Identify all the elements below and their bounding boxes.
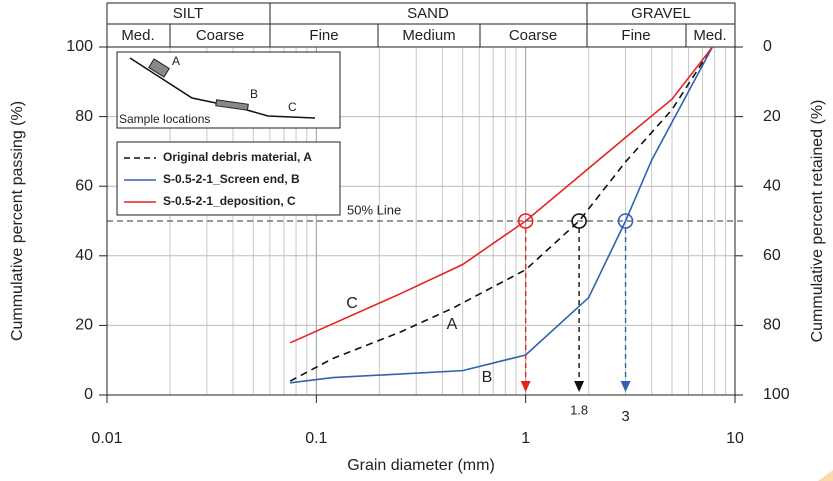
- y-tick-label: 40: [75, 247, 93, 264]
- y2-tick-label: 80: [763, 317, 781, 334]
- header-group: SILT: [173, 5, 204, 22]
- inset-caption: Sample locations: [119, 112, 210, 126]
- watermark: [818, 470, 833, 481]
- header-subgroup: Fine: [309, 27, 338, 44]
- y-tick-label: 20: [75, 317, 93, 334]
- reference-label: 50% Line: [347, 202, 401, 217]
- header-subgroup: Med.: [121, 27, 154, 44]
- arrow-head: [574, 381, 585, 392]
- y2-axis-title: Cummulative percent retained (%): [809, 100, 826, 343]
- header-subgroup: Medium: [402, 27, 455, 44]
- x-tick-label: 0.01: [91, 430, 122, 447]
- legend-label: S-0.5-2-1_Screen end, B: [163, 172, 300, 186]
- curve-label: C: [346, 295, 358, 312]
- series-line: [290, 46, 714, 384]
- header-subgroup: Med.: [693, 27, 726, 44]
- arrow-head: [620, 381, 631, 392]
- header-subgroup: Coarse: [509, 27, 557, 44]
- inset-sample: [148, 58, 170, 78]
- y-tick-label: 80: [75, 108, 93, 125]
- y2-tick-label: 40: [763, 177, 781, 194]
- x-tick-label: 10: [726, 430, 744, 447]
- legend-box: [116, 141, 341, 216]
- legend: Original debris material, A S-0.5-2-1_Scr…: [124, 150, 312, 208]
- y-tick-label: 100: [66, 38, 93, 55]
- header-subgroup: Coarse: [196, 27, 244, 44]
- y-tick-label: 60: [75, 177, 93, 194]
- d50-label: 3: [621, 408, 629, 425]
- series-line: [289, 46, 714, 382]
- y2-tick-label: 0: [763, 38, 772, 55]
- x-tick-label: 0.1: [305, 430, 327, 447]
- curve-label: A: [447, 316, 458, 333]
- header-subgroup: Fine: [621, 27, 650, 44]
- arrow-head: [520, 381, 531, 392]
- header-group: GRAVEL: [631, 5, 691, 22]
- inset-label: A: [172, 54, 180, 68]
- series-line: [289, 46, 714, 344]
- inset-sample: [215, 99, 249, 111]
- x-axis-title: Grain diameter (mm): [347, 457, 495, 474]
- y2-tick-label: 100: [763, 386, 790, 403]
- d50-label: 1.8: [570, 402, 588, 417]
- legend-label: Original debris material, A: [163, 150, 312, 164]
- header-group: SAND: [407, 5, 449, 22]
- y-axis-title: Cummulative percent passing (%): [9, 101, 26, 341]
- inset-label: B: [250, 87, 258, 101]
- curve-label: B: [482, 369, 493, 386]
- y2-tick-label: 20: [763, 108, 781, 125]
- y2-tick-label: 60: [763, 247, 781, 264]
- data-layer: 50% Line 1.8 3: [107, 46, 747, 425]
- inset-label: C: [288, 100, 297, 114]
- y-tick-label: 0: [84, 386, 93, 403]
- legend-label: S-0.5-2-1_deposition, C: [163, 194, 296, 208]
- x-tick-label: 1: [521, 430, 530, 447]
